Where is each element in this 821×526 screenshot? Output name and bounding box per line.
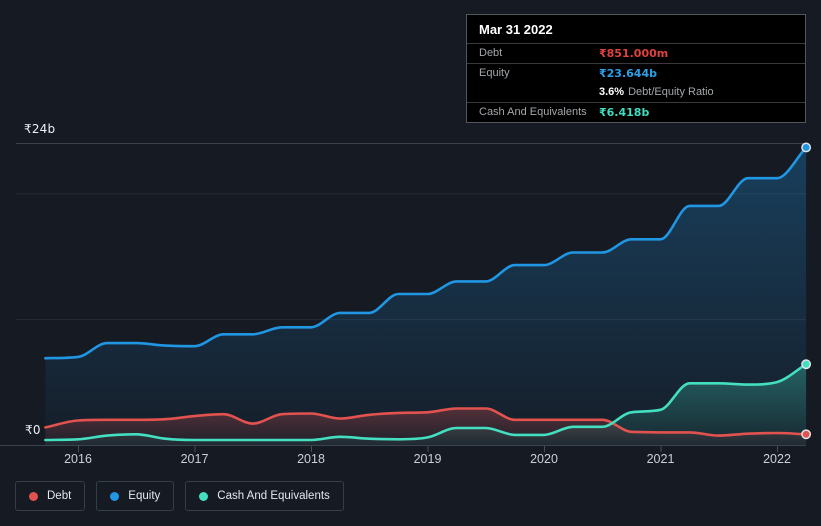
tooltip-debt-row: Debt ₹851.000m xyxy=(467,44,805,64)
year-label-2022: 2022 xyxy=(763,452,791,466)
tooltip-cash-label: Cash And Equivalents xyxy=(479,106,587,118)
equity-line xyxy=(44,146,808,360)
debt-dot-icon xyxy=(29,491,38,501)
tooltip-equity-label: Equity xyxy=(479,67,510,79)
year-label-2018: 2018 xyxy=(297,452,325,466)
year-label-2017: 2017 xyxy=(181,452,209,466)
debt-endpoint-dot xyxy=(801,429,812,440)
tooltip-ratio-row: 3.6% Debt/Equity Ratio xyxy=(467,83,805,103)
legend-debt-label: Debt xyxy=(47,490,72,502)
equity-endpoint-dot xyxy=(801,142,812,153)
year-label-2019: 2019 xyxy=(414,452,442,466)
legend-cash-label: Cash And Equivalents xyxy=(217,490,330,502)
tooltip-equity-value: ₹23.644b xyxy=(599,67,657,80)
year-label-2021: 2021 xyxy=(647,452,675,466)
equity-area xyxy=(45,147,807,445)
chart-tooltip: Mar 31 2022 Debt ₹851.000m Equity ₹23.64… xyxy=(466,14,806,123)
cash-dot-icon xyxy=(199,491,209,501)
legend-item-cash[interactable]: Cash And Equivalents xyxy=(185,481,344,511)
cash-endpoint-dot xyxy=(801,359,812,370)
tooltip-ratio-label: Debt/Equity Ratio xyxy=(628,86,714,98)
cash-line xyxy=(44,362,808,442)
y-axis-max-label: ₹24b xyxy=(24,122,56,136)
tooltip-cash-row: Cash And Equivalents ₹6.418b xyxy=(467,103,805,122)
legend-item-equity[interactable]: Equity xyxy=(96,481,175,511)
tooltip-date: Mar 31 2022 xyxy=(467,15,805,44)
tooltip-debt-value: ₹851.000m xyxy=(599,47,669,60)
legend-item-debt[interactable]: Debt xyxy=(15,481,86,511)
chart-legend: Debt Equity Cash And Equivalents xyxy=(15,481,344,511)
year-label-2016: 2016 xyxy=(64,452,92,466)
y-axis-zero-label: ₹0 xyxy=(25,423,41,437)
tooltip-cash-value: ₹6.418b xyxy=(599,106,650,119)
legend-equity-label: Equity xyxy=(128,490,161,502)
debt-line xyxy=(44,407,808,437)
equity-dot-icon xyxy=(110,491,120,501)
year-label-2020: 2020 xyxy=(530,452,558,466)
tooltip-ratio-value: 3.6% xyxy=(599,86,625,98)
tooltip-equity-row: Equity ₹23.644b xyxy=(467,64,805,83)
tooltip-debt-label: Debt xyxy=(479,47,503,59)
